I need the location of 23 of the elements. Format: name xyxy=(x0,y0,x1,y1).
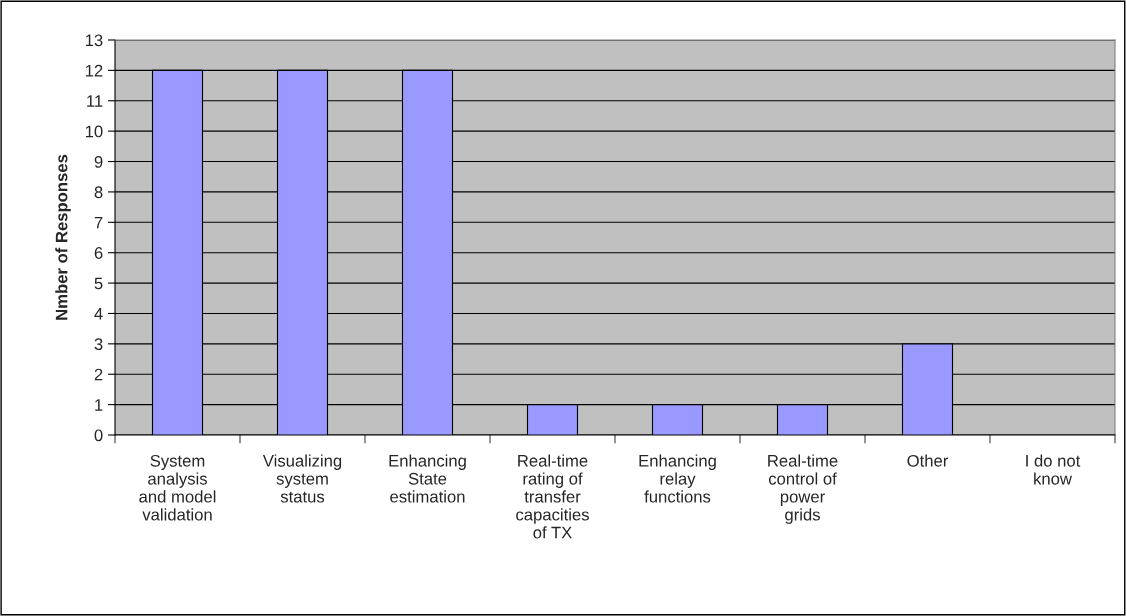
y-tick-label: 1 xyxy=(95,399,103,411)
y-tick-label: 0 xyxy=(94,429,103,442)
x-tick-label: Enhancing relay functions xyxy=(639,454,716,503)
y-tick-label: 5 xyxy=(94,277,103,290)
y-tick-label: 7 xyxy=(94,216,103,229)
y-tick-label: 11 xyxy=(87,95,103,107)
y-tick-label: 12 xyxy=(85,64,103,77)
x-tick-label: Real-time rating of transfer capacities of TX xyxy=(516,454,589,539)
y-tick-label: 6 xyxy=(94,247,103,259)
y-axis-title: Nmber of Responses xyxy=(55,154,71,320)
y-tick-label: 2 xyxy=(94,368,103,381)
x-tick-label: I do not know xyxy=(1026,454,1081,485)
x-tick-label: Real-time control of power grids xyxy=(768,454,838,524)
x-tick-label: Visualizing system status xyxy=(262,454,342,503)
x-tick-label: Other xyxy=(907,454,949,467)
y-tick-label: 8 xyxy=(94,186,103,199)
y-tick-label: 4 xyxy=(94,308,103,320)
x-tick-label: Enhancing State estimation xyxy=(389,454,466,503)
y-tick-label: 3 xyxy=(94,338,103,351)
y-tick-label: 13 xyxy=(85,34,103,47)
y-tick-label: 10 xyxy=(85,125,103,138)
y-tick-label: 9 xyxy=(94,155,103,168)
x-tick-label: System analysis and model validation xyxy=(139,454,216,521)
